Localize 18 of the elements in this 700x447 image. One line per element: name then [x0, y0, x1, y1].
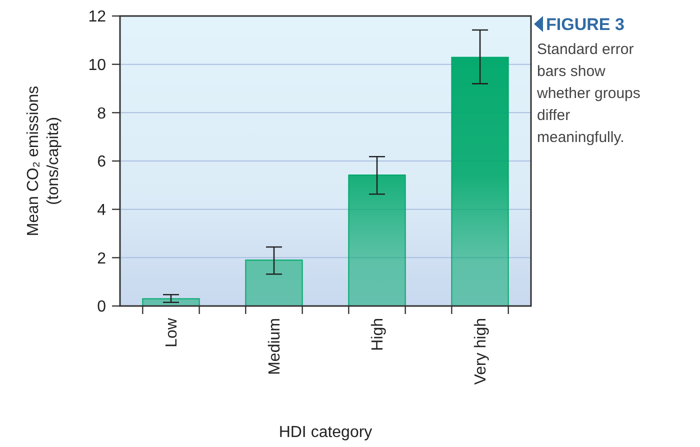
y-tick-label: 0 [97, 298, 106, 316]
x-tick-label: Low [164, 318, 181, 348]
y-tick-label: 8 [97, 105, 106, 122]
bar [245, 260, 303, 306]
y-tick-label: 4 [97, 202, 106, 219]
text: FIGURE 3 [546, 15, 624, 34]
text: Standard error bars show whether groups differ meaningfully. [536, 41, 640, 146]
x-tick-label: High [370, 318, 387, 351]
bar [348, 174, 406, 306]
x-tick-label: Very high [472, 318, 490, 385]
y-tick-label: 6 [97, 154, 106, 171]
y-tick-label: 12 [88, 8, 106, 26]
x-tick-label: Medium [266, 318, 284, 375]
y-tick-label: 10 [88, 56, 106, 74]
x-axis-title: HDI category [278, 424, 372, 441]
y-tick-label: 2 [97, 250, 106, 268]
bar [451, 56, 509, 306]
y-axis-title: Mean CO₂ emissions (tons/capita) [25, 86, 62, 236]
